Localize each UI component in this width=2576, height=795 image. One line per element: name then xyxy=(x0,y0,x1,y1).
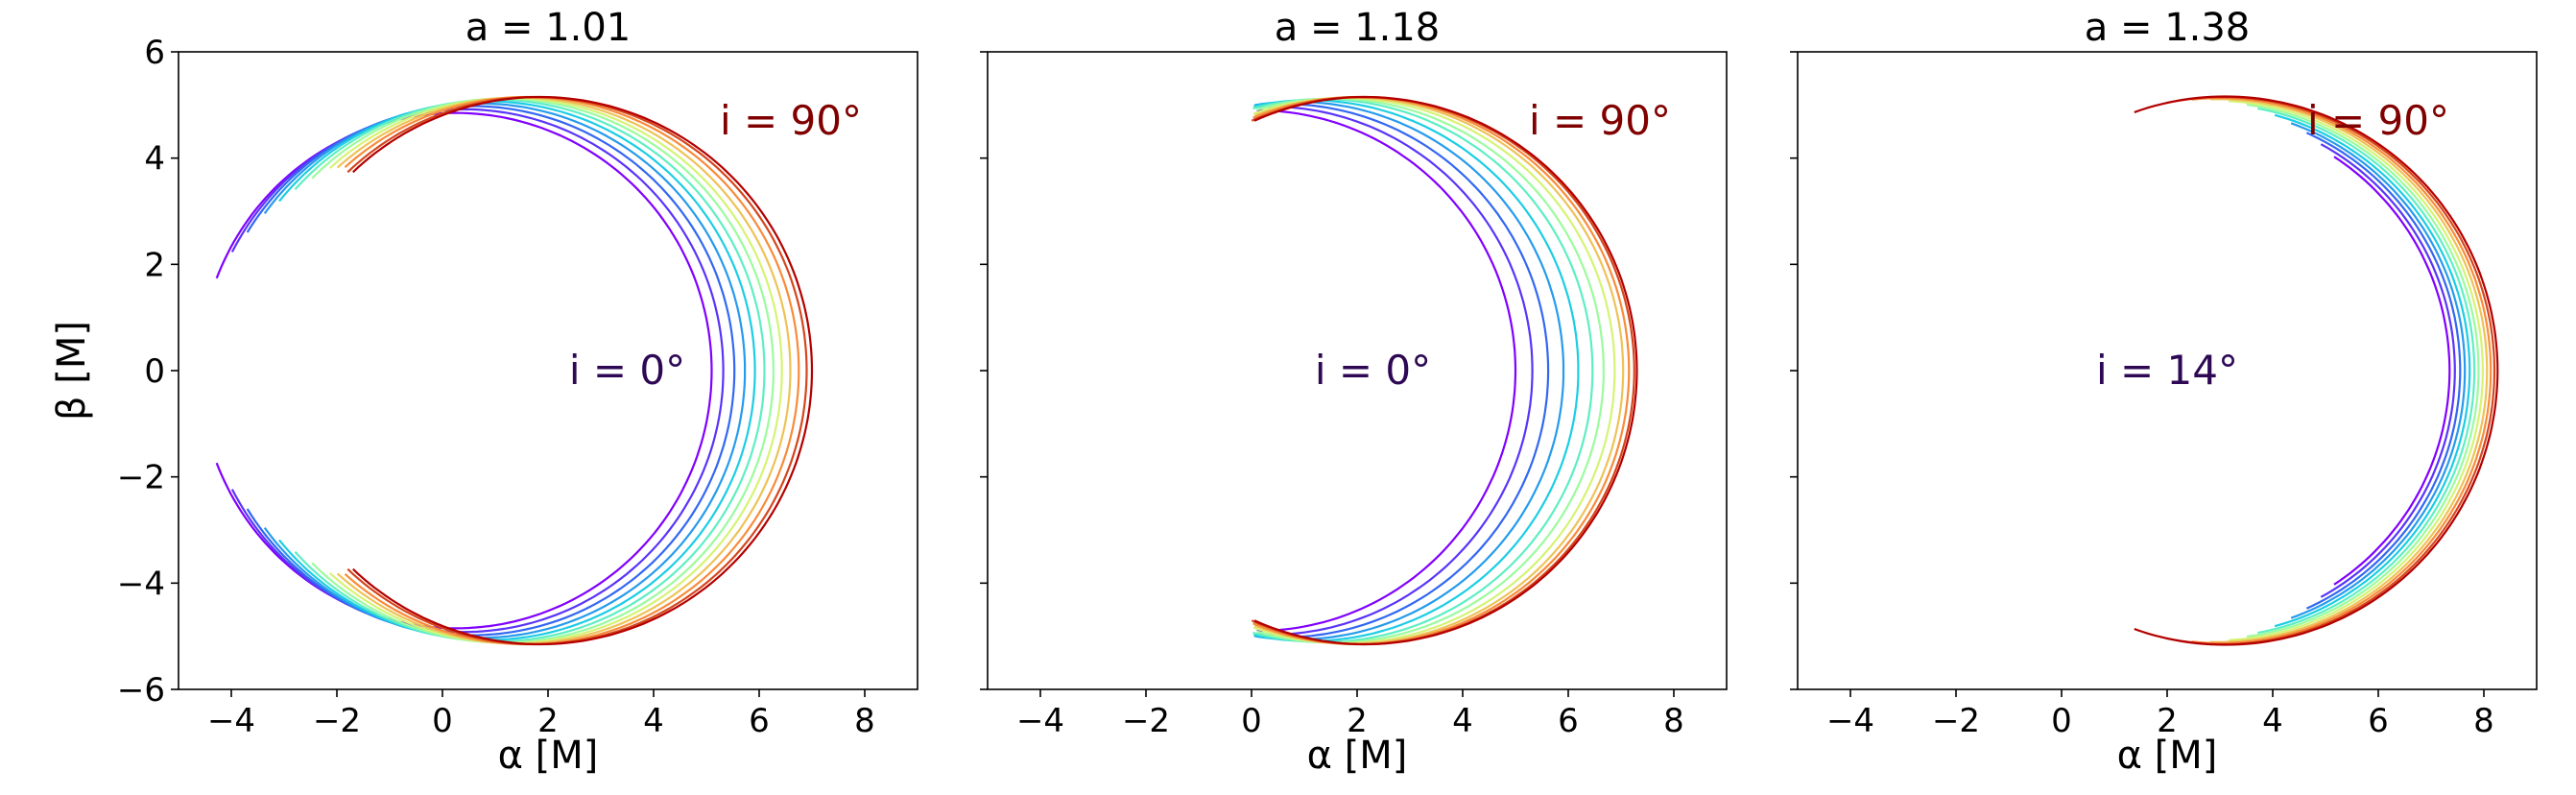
x-tick-label: 0 xyxy=(2051,702,2072,740)
annotations: i = 90° i = 0° xyxy=(569,97,862,394)
shadow-curve xyxy=(2321,144,2455,597)
shadow-curve xyxy=(2275,115,2469,626)
x-tick-label: −4 xyxy=(207,702,255,740)
x-axis-label: α [M] xyxy=(498,734,599,778)
plot-area xyxy=(1252,97,1636,644)
x-axis-label: α [M] xyxy=(2117,734,2218,778)
panel-title: a = 1.38 xyxy=(2085,6,2251,50)
shadow-curve xyxy=(2291,123,2465,617)
inclination-annotation: i = 90° xyxy=(720,97,862,144)
inclination-annotation: i = 90° xyxy=(2307,97,2449,144)
x-tick-label: 6 xyxy=(1558,702,1579,740)
x-tick-label: 4 xyxy=(1452,702,1473,740)
x-tick-label: 6 xyxy=(749,702,770,740)
y-tick-label: 4 xyxy=(144,140,165,179)
y-tick-label: −2 xyxy=(117,459,165,497)
shadow-curve xyxy=(2247,105,2479,637)
x-tick-label: 8 xyxy=(1663,702,1684,740)
x-tick-label: 0 xyxy=(432,702,453,740)
inclination-annotation: i = 90° xyxy=(1529,97,1671,144)
x-tick-label: 8 xyxy=(2473,702,2494,740)
panel-a-1.01: a = 1.01 −4 −2 0 2 4 6 8 −6 −4 −2 0 2 4 6 α [M] β [M… xyxy=(50,6,918,778)
inclination-annotation: i = 14° xyxy=(2096,347,2238,394)
x-tick-label: −4 xyxy=(1826,702,1874,740)
panel-title: a = 1.01 xyxy=(465,6,632,50)
x-tick-label: −2 xyxy=(1932,702,1980,740)
shadow-curve xyxy=(1252,97,1634,644)
x-tick-label: −2 xyxy=(313,702,361,740)
y-tick-label: 2 xyxy=(144,246,165,284)
x-tick-label: 8 xyxy=(854,702,875,740)
inclination-annotation: i = 0° xyxy=(1315,347,1431,394)
shadow-curve xyxy=(296,100,765,641)
y-ticks: −6 −4 −2 0 2 4 6 xyxy=(117,34,179,710)
shadow-curve xyxy=(2210,99,2487,642)
y-ticks xyxy=(980,52,988,689)
y-tick-label: 0 xyxy=(144,352,165,391)
annotations: i = 90° i = 0° xyxy=(1315,97,1671,394)
annotations: i = 90° i = 14° xyxy=(2096,97,2449,394)
shadow-curve xyxy=(1253,97,1630,644)
x-tick-label: 4 xyxy=(643,702,664,740)
shadow-curve xyxy=(2257,108,2474,633)
x-tick-label: 4 xyxy=(2262,702,2283,740)
x-tick-label: −4 xyxy=(1016,702,1064,740)
shadow-curve xyxy=(1254,98,1623,644)
y-ticks xyxy=(1790,52,1798,689)
y-tick-label: −6 xyxy=(117,671,165,710)
x-axis-label: α [M] xyxy=(1307,734,1408,778)
x-tick-label: −2 xyxy=(1122,702,1170,740)
y-tick-label: −4 xyxy=(117,565,165,603)
plot-area xyxy=(217,97,812,644)
shadow-curve xyxy=(2229,101,2483,639)
inclination-annotation: i = 0° xyxy=(569,347,685,394)
shadow-curve xyxy=(1254,97,1637,644)
panel-a-1.18: a = 1.18 −4 −2 0 2 4 6 8 α [M] i = 90°i = 0° xyxy=(980,6,1727,778)
panel-title: a = 1.18 xyxy=(1275,6,1441,50)
x-tick-label: 6 xyxy=(2368,702,2389,740)
x-tick-label: 0 xyxy=(1241,702,1262,740)
y-tick-label: 6 xyxy=(144,34,165,72)
panel-a-1.38: a = 1.38 −4 −2 0 2 4 6 8 α [M] i = 90°i = 14° xyxy=(1790,6,2537,778)
y-axis-label: β [M] xyxy=(50,321,94,421)
